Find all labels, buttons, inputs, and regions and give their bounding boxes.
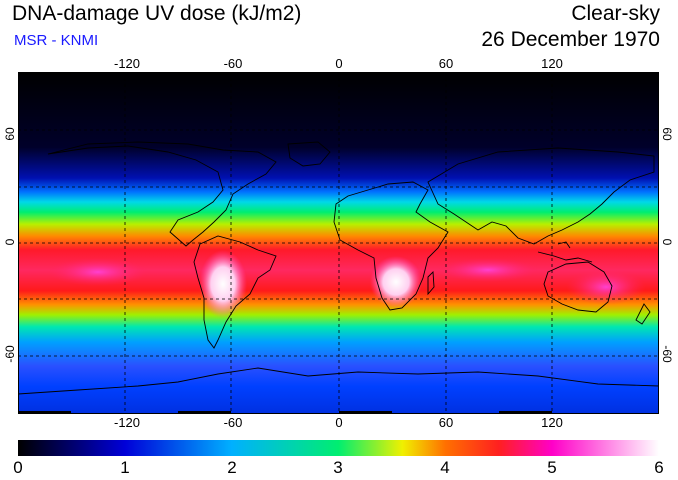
- colorbar: [18, 440, 659, 456]
- map-title: DNA-damage UV dose (kJ/m2): [12, 2, 302, 25]
- uv-dose-map: [18, 72, 659, 414]
- colorbar-tick-4: 4: [440, 458, 450, 477]
- lat-right-label-3: -60: [660, 345, 674, 363]
- lon-top-label-4: 60: [438, 56, 454, 71]
- colorbar-tick-5: 5: [547, 458, 557, 477]
- lon-top-label-3: 0: [335, 56, 343, 71]
- colorbar-tick-6: 6: [654, 458, 664, 477]
- graticule: [18, 72, 659, 414]
- date-label: 26 December 1970: [481, 28, 660, 51]
- lon-bottom-label-5: 120: [541, 415, 563, 430]
- lon-top-label-1: -120: [113, 56, 141, 71]
- lat-right-label-2: 0: [660, 238, 674, 246]
- lon-bottom-label-4: 60: [438, 415, 454, 430]
- lat-left-label-3: -60: [3, 345, 17, 363]
- source-label: MSR - KNMI: [14, 32, 99, 49]
- lon-bottom-label-3: 0: [335, 415, 343, 430]
- lon-bottom-label-1: -120: [113, 415, 141, 430]
- lat-left-label-1: 60: [3, 127, 17, 141]
- lon-bottom-label-2: -60: [223, 415, 243, 430]
- lat-left-label-2: 0: [3, 238, 17, 246]
- lon-top-label-5: 120: [541, 56, 563, 71]
- colorbar-tick-2: 2: [227, 458, 237, 477]
- colorbar-tick-1: 1: [120, 458, 130, 477]
- lat-right-label-1: 60: [660, 127, 674, 141]
- colorbar-tick-0: 0: [13, 458, 23, 477]
- lon-top-label-2: -60: [223, 56, 243, 71]
- sky-condition-label: Clear-sky: [571, 2, 660, 25]
- colorbar-tick-3: 3: [333, 458, 343, 477]
